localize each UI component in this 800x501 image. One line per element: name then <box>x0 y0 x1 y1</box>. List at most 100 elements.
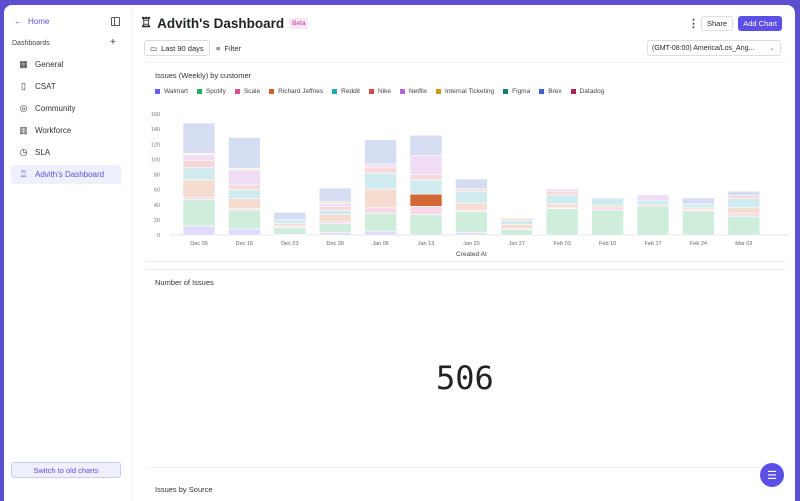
beta-badge: Beta <box>289 17 309 29</box>
legend-swatch <box>436 88 442 94</box>
clock-icon: ◷ <box>19 147 28 157</box>
more-options-icon[interactable]: ⋮ <box>688 18 699 30</box>
legend-item[interactable]: Spotify <box>196 88 226 95</box>
page-title: ♖ Advith's Dashboard Beta <box>140 15 309 31</box>
stacked-bar-chart: 0 20 40 60 80 100 120 140 160 Dec 09 Dec 16 Dec 23 D… <box>151 112 788 258</box>
bar-segment <box>727 212 761 217</box>
bar-segment <box>364 172 397 190</box>
bar-segment <box>273 223 307 227</box>
bar-segment <box>182 179 216 198</box>
bar-segment <box>591 196 624 199</box>
bar-segment <box>318 205 352 211</box>
x-tick-label: Jan 06 <box>372 241 389 247</box>
collapse-sidebar-icon[interactable] <box>111 17 120 26</box>
bar-segment <box>455 232 488 236</box>
y-tick-label: 0 <box>157 233 160 239</box>
bar-segment <box>591 197 624 206</box>
legend-item[interactable]: Richard Jeffries <box>269 88 323 95</box>
add-dashboard-button[interactable]: + <box>110 37 116 48</box>
chevron-down-icon: ⌄ <box>769 45 775 52</box>
filter-button[interactable]: ≡ Filter <box>216 40 241 56</box>
share-button[interactable]: Share <box>700 16 733 31</box>
bar-segment <box>364 188 397 209</box>
bar-segment <box>364 139 397 165</box>
x-axis-label: Created At <box>456 251 487 258</box>
chart-legend: Walmart Spotify Scale Richard Jeffries Reddi… <box>155 88 604 95</box>
legend-item[interactable]: Brex <box>539 88 562 95</box>
bar-segment <box>182 154 216 161</box>
bar-segment <box>500 224 534 229</box>
x-tick-label: Feb 03 <box>554 241 571 247</box>
legend-swatch <box>399 88 405 94</box>
bar-segment <box>545 203 579 209</box>
bar-segment <box>409 134 443 156</box>
sidebar-item-workforce[interactable]: ▥ Workforce <box>11 121 121 140</box>
bar-segment <box>727 190 761 196</box>
add-chart-button[interactable]: Add Chart <box>738 16 782 31</box>
bar-segment <box>273 212 307 221</box>
date-range-button[interactable]: ▭ Last 90 days <box>144 40 210 56</box>
timezone-value: (GMT-08:00) America/Los_Ang... <box>652 44 755 52</box>
x-tick-label: Feb 24 <box>690 241 707 247</box>
bar-segment <box>364 166 397 174</box>
legend-label: Brex <box>548 88 562 95</box>
bar-segment <box>318 187 352 203</box>
legend-label: Netflix <box>408 88 428 95</box>
sidebar-item-label: SLA <box>35 148 51 157</box>
sidebar-item-community[interactable]: ◎ Community <box>11 99 121 118</box>
bar-segment <box>682 197 715 205</box>
legend-item[interactable]: Figma <box>503 88 530 95</box>
y-tick-label: 160 <box>151 112 160 118</box>
legend-item[interactable]: Scale <box>234 88 260 95</box>
arrow-left-icon: ← <box>14 17 22 26</box>
legend-item[interactable]: Reddit <box>332 88 360 95</box>
bar-segment <box>545 190 579 196</box>
bar-segment <box>318 223 352 234</box>
bar-segment <box>409 193 443 207</box>
x-tick-label: Feb 17 <box>644 241 661 247</box>
bar-segment <box>228 169 261 186</box>
bar-segment <box>727 195 761 200</box>
bar-segment <box>364 207 397 214</box>
grid-icon: ▦ <box>19 59 28 69</box>
chat-support-button[interactable]: ☰ <box>760 463 784 487</box>
sidebar-item-sla[interactable]: ◷ SLA <box>11 143 121 162</box>
dashboards-heading: Dashboards <box>12 40 50 47</box>
legend-item[interactable]: Nike <box>368 88 391 95</box>
legend-label: Walmart <box>164 88 188 95</box>
app-window: ← Home Dashboards + ▦ General ▯ CSAT ◎ Commu… <box>4 5 795 501</box>
issues-by-source-title: Issues by Source <box>155 485 213 494</box>
sidebar-item-general[interactable]: ▦ General <box>11 55 121 74</box>
legend-item[interactable]: Walmart <box>155 88 188 95</box>
timezone-select[interactable]: (GMT-08:00) America/Los_Ang... ⌄ <box>647 40 781 56</box>
bar-segment <box>545 188 579 192</box>
sidebar: ← Home Dashboards + ▦ General ▯ CSAT ◎ Commu… <box>4 5 132 501</box>
sidebar-item-advith-dashboard[interactable]: ♖ Advith's Dashboard <box>11 165 121 184</box>
filter-label: Filter <box>224 43 242 53</box>
y-tick-label: 20 <box>154 218 160 224</box>
bar-segment <box>500 229 534 236</box>
bar-segment <box>318 232 352 236</box>
bar-segment <box>318 214 352 222</box>
bar-segment <box>455 188 488 192</box>
number-of-issues-title: Number of Issues <box>155 278 214 287</box>
bar-segment <box>318 209 352 215</box>
sidebar-item-csat[interactable]: ▯ CSAT <box>11 77 121 96</box>
legend-label: Spotify <box>205 88 226 95</box>
legend-label: Richard Jeffries <box>278 88 324 95</box>
bar-segment <box>455 202 488 211</box>
legend-label: Reddit <box>341 88 360 95</box>
legend-item[interactable]: Datadog <box>570 88 604 95</box>
bar-segment <box>182 225 216 236</box>
switch-to-old-charts-button[interactable]: Switch to old charts <box>11 462 121 478</box>
bar-segment <box>273 227 307 235</box>
legend-item[interactable]: Internal Ticketing <box>436 88 494 95</box>
home-link[interactable]: ← Home <box>14 17 49 26</box>
bar-segment <box>682 203 715 209</box>
legend-item[interactable]: Netflix <box>399 88 428 95</box>
bar-segment <box>636 194 670 201</box>
calendar-icon: ▭ <box>150 43 158 53</box>
y-tick-label: 120 <box>151 142 160 148</box>
sidebar-item-label: CSAT <box>35 82 56 91</box>
legend-label: Figma <box>512 88 531 95</box>
